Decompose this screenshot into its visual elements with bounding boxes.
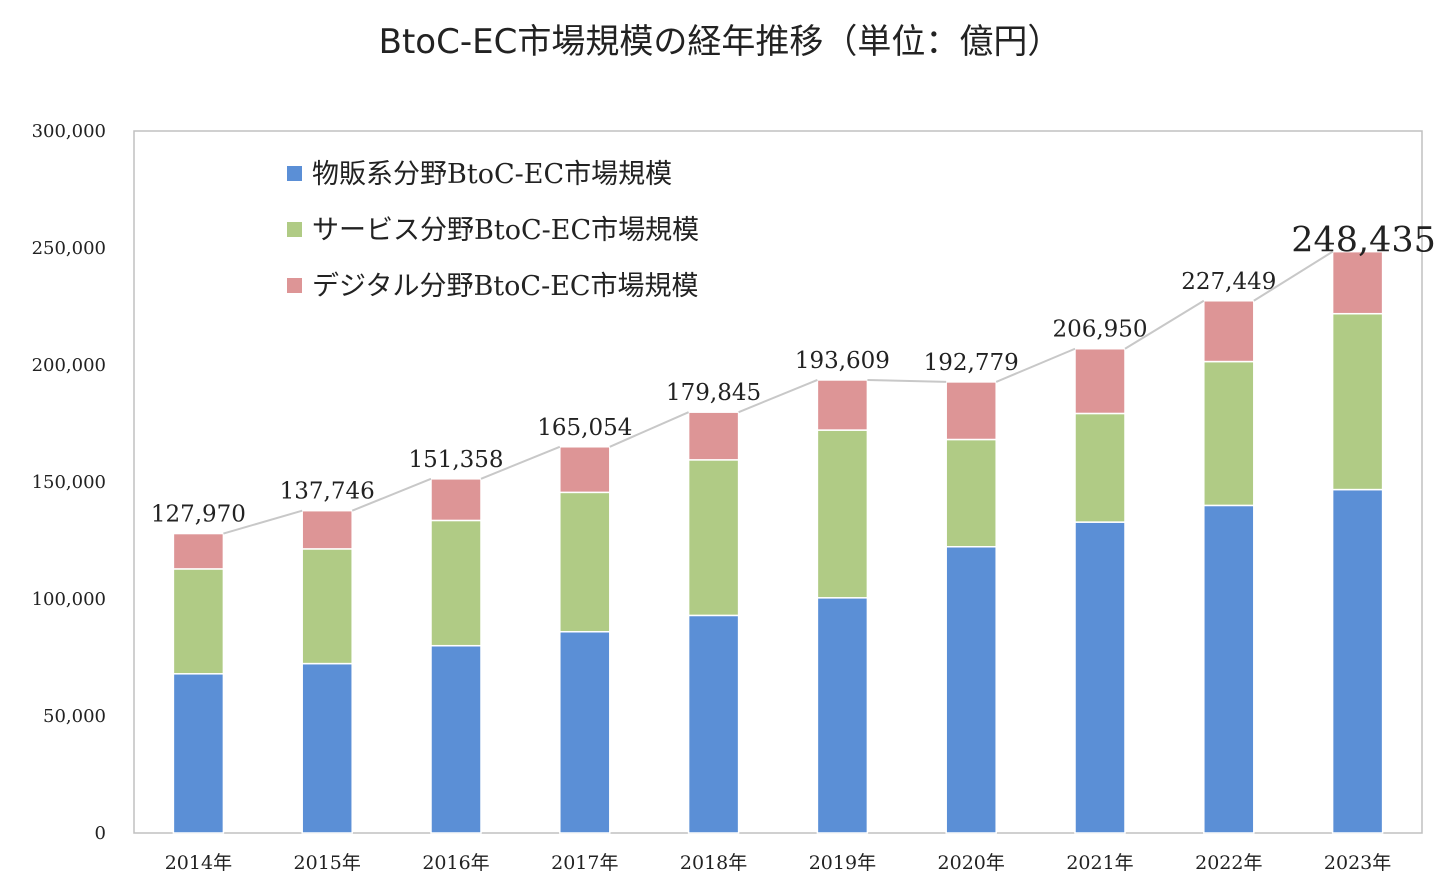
plot-frame bbox=[133, 130, 1423, 834]
total-data-label: 127,970 bbox=[151, 502, 246, 528]
y-tick-label: 300,000 bbox=[32, 121, 106, 142]
y-tick-label: 0 bbox=[95, 823, 106, 844]
legend-label: サービス分野BtoC-EC市場規模 bbox=[312, 215, 699, 246]
bar-segment-2 bbox=[172, 568, 225, 675]
bar-segment-2 bbox=[687, 459, 740, 617]
total-data-label: 137,746 bbox=[280, 479, 375, 505]
legend-label: 物販系分野BtoC-EC市場規模 bbox=[312, 159, 672, 190]
total-connector-line bbox=[609, 411, 690, 448]
legend-swatch bbox=[287, 278, 302, 293]
x-tick-label: 2019年 bbox=[809, 852, 876, 874]
bar-segment-3 bbox=[559, 446, 611, 494]
bar-segment-3 bbox=[1074, 347, 1126, 415]
bar-segment-3 bbox=[816, 379, 869, 431]
bar-segment-2 bbox=[430, 519, 482, 647]
bar-segment-1 bbox=[1074, 521, 1126, 834]
total-connector-line bbox=[1253, 250, 1334, 302]
total-data-label: 179,845 bbox=[666, 380, 761, 406]
x-tick-label: 2020年 bbox=[938, 852, 1005, 874]
total-connector-line bbox=[480, 445, 561, 480]
bar-segment-3 bbox=[301, 509, 353, 550]
x-tick-label: 2017年 bbox=[551, 852, 618, 874]
total-connector-line bbox=[223, 509, 303, 535]
bar-segment-2 bbox=[1203, 360, 1255, 507]
total-connector-line bbox=[867, 378, 947, 383]
bar-segment-1 bbox=[945, 545, 997, 834]
bar-segment-2 bbox=[1074, 412, 1126, 523]
bar-segment-2 bbox=[301, 548, 353, 665]
legend-swatch bbox=[287, 222, 302, 237]
y-tick-label: 250,000 bbox=[32, 238, 106, 259]
total-data-label: 193,609 bbox=[795, 348, 890, 374]
x-tick-label: 2023年 bbox=[1324, 852, 1391, 874]
bar-segment-3 bbox=[172, 532, 225, 570]
x-tick-label: 2015年 bbox=[294, 852, 361, 874]
bar-segment-3 bbox=[687, 411, 740, 461]
x-tick-label: 2016年 bbox=[422, 852, 489, 874]
total-connector-line bbox=[738, 379, 818, 414]
bar-segment-1 bbox=[430, 644, 482, 834]
bar-segment-1 bbox=[816, 597, 869, 834]
legend-label: デジタル分野BtoC-EC市場規模 bbox=[312, 271, 699, 302]
y-tick-label: 200,000 bbox=[32, 355, 106, 376]
x-tick-label: 2022年 bbox=[1195, 852, 1262, 874]
bar-segment-1 bbox=[172, 673, 225, 834]
bar-segment-1 bbox=[1331, 488, 1384, 834]
y-tick-label: 50,000 bbox=[43, 706, 106, 727]
chart-title: BtoC-EC市場規模の経年推移（単位：億円） bbox=[378, 22, 1062, 62]
bar-segment-1 bbox=[1203, 504, 1255, 834]
total-data-label: 192,779 bbox=[924, 350, 1019, 376]
x-tick-label: 2021年 bbox=[1066, 852, 1133, 874]
bar-segment-2 bbox=[945, 438, 997, 548]
x-tick-label: 2018年 bbox=[680, 852, 747, 874]
legend-swatch bbox=[287, 166, 302, 181]
bar-segment-2 bbox=[559, 491, 611, 633]
bar-segment-3 bbox=[1203, 300, 1255, 363]
total-connector-line bbox=[351, 477, 432, 512]
total-data-label: 227,449 bbox=[1181, 269, 1276, 295]
total-data-label: 206,950 bbox=[1052, 317, 1147, 343]
y-tick-label: 100,000 bbox=[32, 589, 106, 610]
bar-segment-1 bbox=[301, 662, 353, 834]
bar-segment-3 bbox=[1331, 250, 1384, 315]
total-connector-line bbox=[995, 347, 1076, 383]
bar-segment-3 bbox=[430, 478, 482, 522]
bar-segment-2 bbox=[816, 429, 869, 599]
y-tick-label: 150,000 bbox=[32, 472, 106, 493]
total-data-label: 248,435 bbox=[1291, 221, 1436, 261]
bar-segment-1 bbox=[559, 630, 611, 834]
total-connector-line bbox=[1124, 299, 1205, 350]
x-tick-label: 2014年 bbox=[165, 852, 232, 874]
total-data-label: 165,054 bbox=[537, 415, 632, 441]
total-data-label: 151,358 bbox=[408, 447, 503, 473]
bar-segment-1 bbox=[687, 614, 740, 834]
bar-segment-3 bbox=[945, 381, 997, 441]
bar-segment-2 bbox=[1331, 312, 1384, 491]
